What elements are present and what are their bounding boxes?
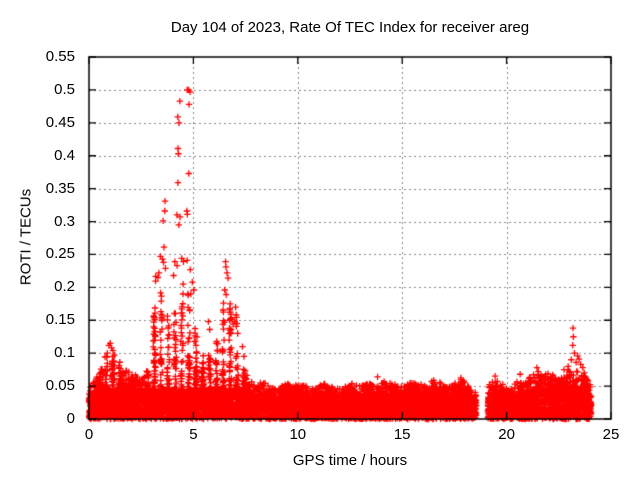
y-tick-label: 0.45: [45, 113, 75, 131]
x-tick-label: 20: [498, 426, 515, 443]
y-tick-label: 0.55: [45, 48, 75, 65]
x-tick-label: 5: [189, 426, 198, 443]
chart-title: Day 104 of 2023, Rate Of TEC Index for r…: [170, 19, 530, 36]
y-tick-label: 0.5: [54, 80, 75, 98]
y-tick-label: 0.15: [45, 311, 75, 329]
y-tick-label: 0.3: [54, 212, 75, 230]
y-tick-label: 0.05: [45, 377, 75, 395]
x-tick-label: 10: [289, 426, 307, 443]
y-tick-label: 0.35: [45, 179, 75, 197]
y-tick-label: 0: [66, 410, 75, 427]
y-axis-label: ROTI / TECUs: [17, 188, 35, 286]
x-tick-label: 0: [84, 426, 94, 443]
y-tick-label: 0.25: [45, 245, 75, 263]
y-tick-label: 0.1: [54, 344, 75, 362]
y-tick-label: 0.2: [54, 278, 75, 296]
x-tick-label: 25: [602, 426, 620, 443]
y-tick-label: 0.4: [54, 146, 75, 164]
x-tick-label: 15: [393, 426, 411, 443]
x-axis-label: GPS time / hours: [292, 452, 408, 469]
